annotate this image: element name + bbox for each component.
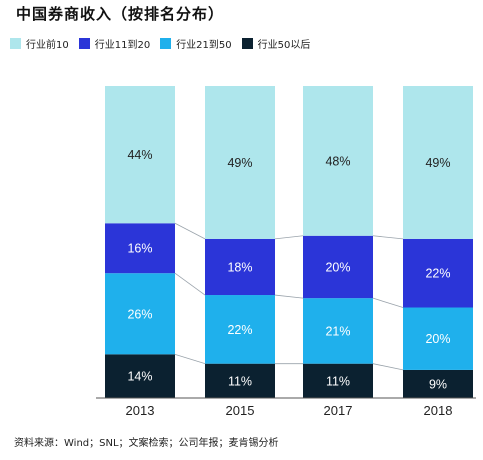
legend-swatch [241,38,253,49]
bar-segment-rank11-20-2017 [303,235,373,299]
connector-line [274,294,304,299]
connector-line [174,222,206,240]
x-tick-label: 2017 [324,403,353,418]
bar-segment-rank11-20-2018 [403,238,473,308]
data-label: 9% [429,377,447,391]
legend-label: 行业11到20 [94,40,151,51]
bar-segment-top10-2017 [303,86,373,236]
data-label: 20% [325,260,350,274]
bar-segment-rank50-plus-2015 [205,363,275,398]
stacked-bar-chart: 14% 26% 16% 44% 11% 22% 18% 49% 11% 21% 20% 48% 9% 20… [96,86,476,418]
bar-segment-rank50-plus-2013 [105,354,175,398]
bar-segment-top10-2015 [205,86,275,239]
legend-swatch [160,38,172,49]
data-label: 16% [127,242,152,256]
bar-segment-rank50-plus-2018 [403,369,473,398]
legend-item-rank50-plus: 行业50以后 [241,36,311,51]
legend-label: 行业50以后 [257,40,311,51]
data-label: 49% [425,156,450,170]
connector-line [274,235,304,240]
connector-line [174,272,206,296]
bar-segment-rank50-plus-2017 [303,363,373,398]
legend-swatch [10,38,21,49]
x-tick-label: 2018 [424,403,453,418]
bar-segment-top10-2013 [105,86,175,224]
bar-segment-rank11-20-2013 [105,223,175,274]
data-label: 22% [425,267,450,281]
legend-item-rank21-50: 行业21到50 [160,36,232,51]
source-note: 资料来源：Wind；SNL；文案检索；公司年报；麦肯锡分析 [14,438,279,449]
legend-label: 行业前10 [26,40,69,51]
bar-segment-rank21-50-2015 [205,295,275,364]
bar-segment-rank21-50-2013 [105,273,175,355]
data-label: 26% [127,307,152,321]
connector-line [372,297,404,308]
legend-label: 行业21到50 [176,40,232,51]
x-tick-label: 2013 [126,403,155,418]
bar-segment-rank11-20-2015 [205,238,275,296]
data-label: 49% [227,156,252,170]
x-tick-label: 2015 [226,403,255,418]
bar-segment-top10-2018 [403,86,473,239]
connector-line [372,363,404,371]
data-label: 22% [227,323,252,337]
bar-segment-rank21-50-2017 [303,298,373,364]
data-label: 11% [228,374,252,388]
legend-swatch [78,38,90,49]
data-label: 14% [127,370,152,384]
legend-item-rank11-20: 行业11到20 [78,36,151,51]
bar-segment-rank21-50-2018 [403,307,473,370]
data-label: 21% [325,324,350,338]
data-label: 48% [325,154,350,168]
connector-line [372,235,404,240]
data-label: 44% [127,148,152,162]
data-label: 18% [227,260,252,274]
legend-item-top10: 行业前10 [10,36,69,51]
data-label: 20% [425,332,450,346]
chart-title: 中国券商收入（按排名分布） [16,5,225,23]
connector-line [174,353,206,365]
data-label: 11% [326,374,350,388]
legend: 行业前10 行业11到20 行业21到50 行业50以后 [10,36,320,51]
